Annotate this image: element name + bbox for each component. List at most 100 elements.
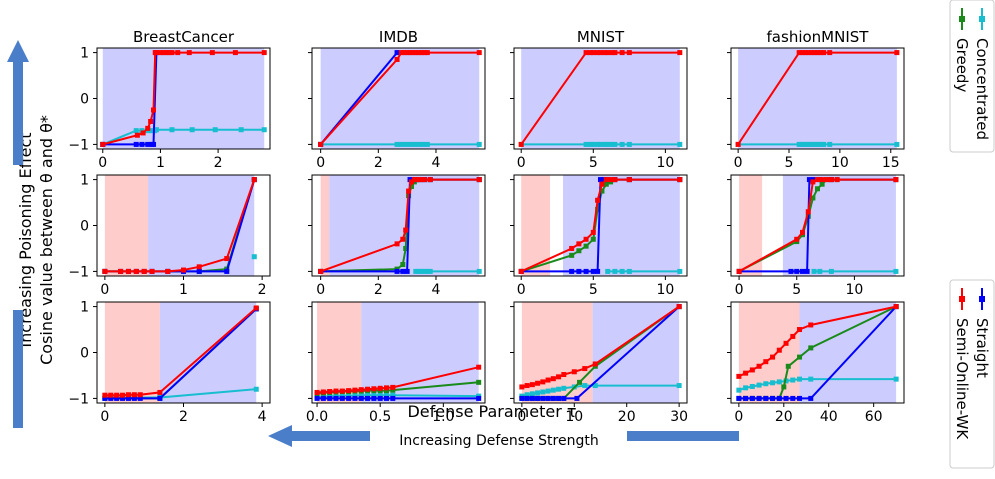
- data-point: [540, 395, 546, 401]
- data-point: [770, 395, 776, 401]
- data-point: [535, 395, 541, 401]
- data-point: [141, 268, 147, 274]
- data-point: [404, 268, 410, 274]
- y-axis-label: Cosine value between θ and θ*: [37, 115, 56, 365]
- data-point: [811, 50, 817, 56]
- data-point: [253, 386, 259, 392]
- data-point: [314, 395, 320, 401]
- data-point: [238, 127, 244, 133]
- data-point: [416, 141, 422, 147]
- data-point: [125, 395, 131, 401]
- data-point: [421, 50, 427, 56]
- data-point: [794, 268, 800, 274]
- x-tick-label: 0: [734, 155, 743, 171]
- x-tick-label: 0: [100, 282, 109, 298]
- data-point: [810, 195, 816, 201]
- data-point: [519, 384, 525, 390]
- blue-band: [782, 175, 896, 276]
- subplot-r0-c2: MNIST 0 5 10: [510, 28, 688, 171]
- subplot-r2-c2: 0 10 20 30: [510, 301, 688, 425]
- data-point: [893, 376, 899, 382]
- data-point: [408, 179, 414, 185]
- data-point: [743, 395, 749, 401]
- data-point: [815, 50, 820, 56]
- data-point: [590, 229, 596, 235]
- x-tick-label: 5: [792, 282, 801, 298]
- data-point: [626, 141, 632, 147]
- data-point: [189, 127, 195, 133]
- data-point: [165, 268, 171, 274]
- data-point: [371, 392, 377, 398]
- data-point: [209, 50, 215, 56]
- data-point: [808, 50, 814, 56]
- data-point: [815, 186, 820, 192]
- data-point: [582, 366, 588, 372]
- data-point: [626, 268, 632, 274]
- data-point: [576, 241, 582, 247]
- data-point: [476, 379, 482, 385]
- data-point: [806, 177, 812, 183]
- subplot-r1-c2: 0 5 10: [510, 174, 688, 298]
- data-point: [314, 389, 320, 395]
- data-point: [145, 141, 151, 147]
- data-point: [390, 395, 396, 401]
- data-point: [519, 395, 525, 401]
- data-point: [529, 382, 535, 388]
- data-point: [153, 127, 159, 133]
- data-point: [790, 395, 796, 401]
- data-point: [427, 268, 433, 274]
- data-point: [805, 50, 811, 56]
- data-point: [224, 268, 230, 274]
- series-semi-online-wk: [318, 50, 482, 147]
- poisoning-effect-label: Increasing Poisoning Effect: [16, 132, 35, 347]
- red-band: [320, 175, 330, 276]
- data-point: [384, 388, 390, 394]
- data-point: [893, 177, 899, 183]
- data-point: [770, 354, 776, 360]
- data-point: [602, 141, 608, 147]
- data-point: [776, 347, 782, 353]
- data-point: [358, 395, 364, 401]
- data-point: [827, 141, 833, 147]
- data-point: [735, 141, 741, 147]
- data-point: [821, 141, 827, 147]
- data-point: [401, 50, 407, 56]
- y-tick-label: 0: [80, 92, 89, 108]
- data-point: [524, 392, 530, 398]
- red-band: [521, 175, 551, 276]
- blue-band: [799, 302, 897, 403]
- data-point: [808, 141, 814, 147]
- data-point: [352, 387, 358, 393]
- data-point: [114, 392, 120, 398]
- legend-label-greedy: Greedy: [953, 38, 971, 92]
- subplot-r2-c1: 0.0 0.5 1.0: [306, 301, 486, 425]
- legend-label-straight: Straight: [973, 318, 991, 378]
- data-point: [599, 181, 605, 187]
- data-point: [796, 50, 802, 56]
- data-point: [318, 141, 324, 147]
- data-point: [827, 50, 833, 56]
- data-point: [417, 177, 423, 183]
- red-band: [317, 302, 362, 403]
- data-point: [339, 388, 345, 394]
- data-point: [160, 50, 166, 56]
- data-point: [139, 141, 145, 147]
- series-semi-online-wk: [735, 50, 900, 147]
- data-point: [118, 268, 124, 274]
- data-point: [834, 177, 840, 183]
- data-point: [524, 383, 530, 389]
- data-point: [569, 252, 575, 258]
- y-tick-label: 0: [80, 219, 89, 235]
- series-concentrated: [735, 141, 900, 147]
- subplot-r0-c3: fashionMNIST 0 5 10 15: [727, 28, 905, 171]
- x-tick-label: 0.0: [306, 409, 328, 425]
- data-point: [808, 376, 814, 382]
- x-tick-label: 10: [831, 155, 849, 171]
- data-point: [583, 243, 589, 249]
- data-point: [476, 141, 482, 147]
- data-point: [763, 359, 769, 365]
- subplot-r0-c1: IMDB 0 2 4: [308, 28, 486, 171]
- data-point: [358, 392, 364, 398]
- data-point: [797, 327, 803, 333]
- data-point: [403, 227, 409, 233]
